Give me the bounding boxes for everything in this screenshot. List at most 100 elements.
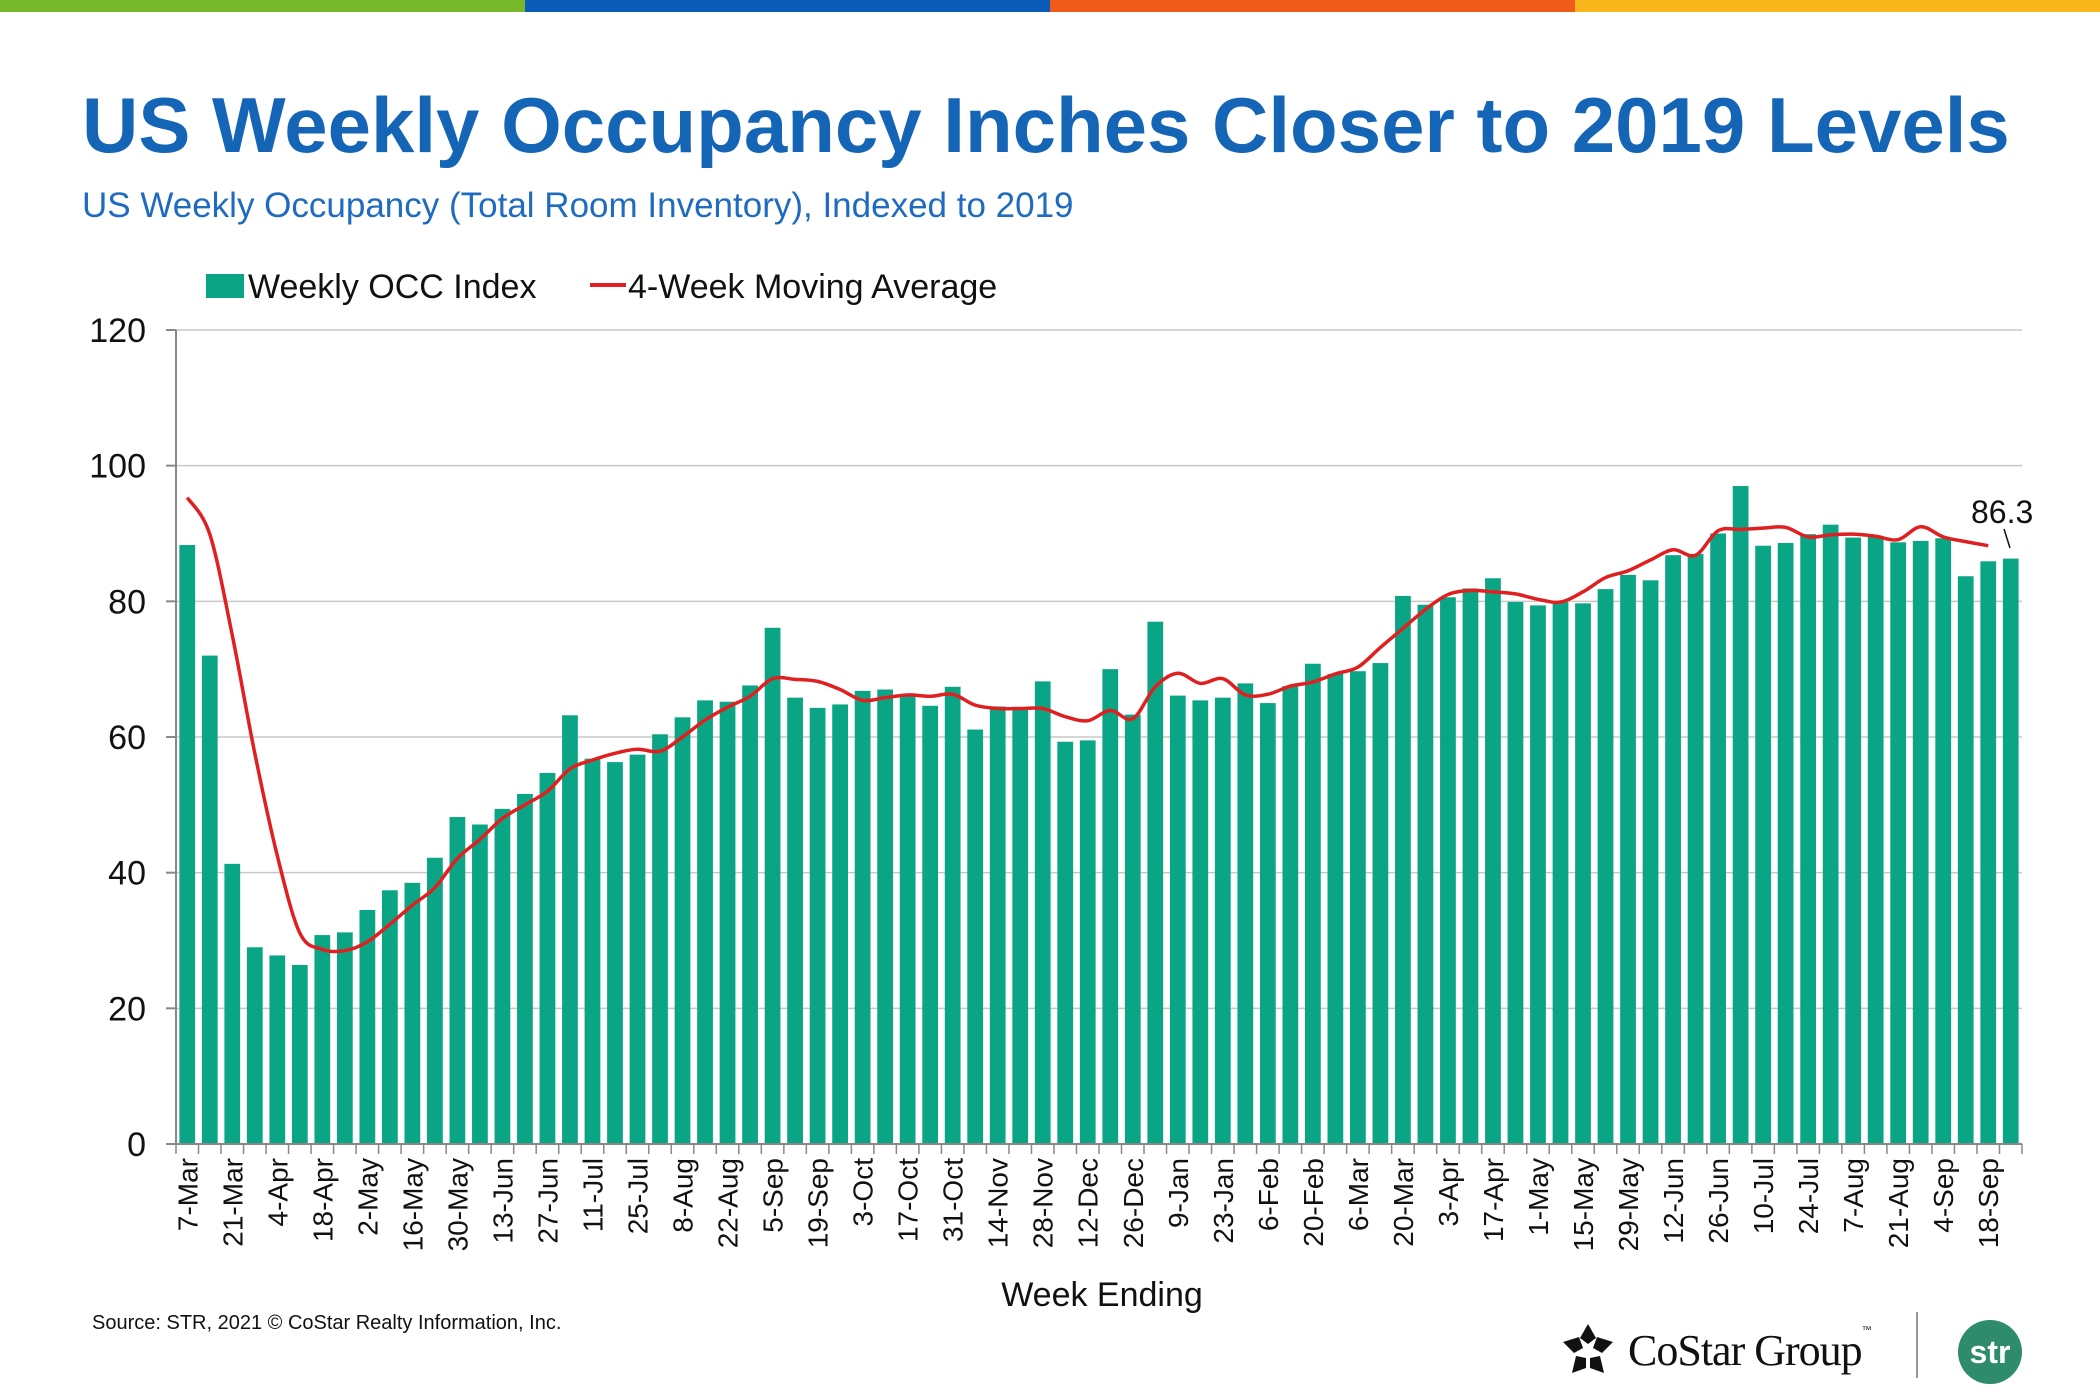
x-axis-title: Week Ending — [1001, 1276, 1203, 1314]
last-value-callout: 86.3 — [1971, 494, 2033, 549]
stripe-green — [0, 0, 525, 12]
x-tick-label: 19-Sep — [803, 1158, 834, 1248]
bar — [764, 627, 781, 1144]
bar — [1079, 740, 1096, 1144]
bar — [1304, 663, 1321, 1144]
bar — [269, 955, 286, 1144]
x-tick-label: 4-Sep — [1928, 1158, 1959, 1233]
bar — [1507, 602, 1524, 1144]
x-tick-label: 20-Feb — [1298, 1158, 1329, 1247]
bar — [1350, 671, 1366, 1144]
bar — [314, 935, 331, 1144]
bar — [472, 824, 488, 1144]
x-tick-label: 24-Jul — [1793, 1158, 1824, 1234]
stripe-blue — [525, 0, 1050, 12]
x-tick-labels: 7-Mar 21-Mar 4-Apr 18-Apr 2-May 16-May 30-May 1… — [172, 1158, 2004, 1252]
bar — [989, 706, 1006, 1144]
bar — [1552, 602, 1569, 1144]
x-tick-label: 26-Dec — [1118, 1158, 1149, 1248]
bar — [1395, 595, 1411, 1144]
bar — [1327, 673, 1344, 1144]
x-tick-label: 26-Jun — [1703, 1158, 1734, 1244]
bar — [1462, 588, 1479, 1144]
bar — [336, 932, 353, 1144]
bar — [1530, 605, 1546, 1144]
costar-logo: CoStar Group™ — [1560, 1308, 1872, 1392]
x-tick-label: 1-May — [1523, 1158, 1554, 1236]
bar — [291, 964, 308, 1144]
bar — [449, 817, 466, 1144]
bar — [787, 697, 803, 1144]
bar — [1012, 709, 1029, 1144]
bar — [1417, 604, 1434, 1144]
x-tick-label: 3-Apr — [1433, 1158, 1464, 1226]
x-tick-label: 15-May — [1568, 1158, 1599, 1251]
bar — [246, 947, 263, 1144]
bar — [381, 890, 398, 1144]
x-tick-label: 11-Jul — [577, 1158, 608, 1232]
bar — [494, 808, 511, 1144]
x-tick-label: 27-Jun — [532, 1158, 563, 1244]
bar — [1665, 555, 1681, 1144]
x-tick-label: 2-May — [352, 1158, 383, 1236]
legend-bar-label: Weekly OCC Index — [248, 268, 536, 306]
bar — [1732, 486, 1749, 1144]
bar — [1642, 580, 1659, 1144]
bar — [539, 772, 556, 1144]
bar — [1867, 536, 1884, 1144]
bar — [2002, 558, 2019, 1144]
chart-subtitle: US Weekly Occupancy (Total Room Inventor… — [82, 186, 1074, 225]
bar — [562, 715, 578, 1144]
x-tick-label: 6-Mar — [1343, 1158, 1374, 1231]
bar — [629, 754, 646, 1144]
bar — [1034, 681, 1051, 1144]
bar — [1169, 695, 1186, 1144]
bar — [584, 758, 601, 1144]
bar — [697, 700, 713, 1144]
bar — [1192, 700, 1209, 1144]
callout-leader — [2003, 528, 2011, 549]
bar — [1710, 533, 1726, 1144]
bar — [607, 762, 623, 1144]
x-tick-label: 12-Jun — [1658, 1158, 1689, 1244]
line-series — [185, 496, 1989, 954]
bar — [854, 690, 871, 1144]
bar — [1687, 553, 1704, 1144]
x-tick-label: 6-Feb — [1253, 1158, 1284, 1231]
bar — [1102, 669, 1119, 1144]
bar — [719, 701, 736, 1144]
bar — [944, 686, 961, 1144]
bar — [1935, 538, 1952, 1144]
bar — [359, 909, 376, 1144]
x-tick-label: 17-Oct — [893, 1158, 924, 1242]
y-tick-label: 100 — [89, 448, 146, 486]
str-logo: str — [1958, 1320, 2022, 1384]
bar — [1800, 534, 1817, 1144]
x-tick-label: 5-Sep — [758, 1158, 789, 1233]
x-tick-label: 9-Jan — [1163, 1158, 1194, 1228]
bar — [1440, 597, 1456, 1144]
x-tick-label: 13-Jun — [487, 1158, 518, 1244]
x-tick-label: 22-Aug — [713, 1158, 744, 1248]
x-tick-label: 21-Aug — [1883, 1158, 1914, 1248]
x-tick-label: 12-Dec — [1073, 1158, 1104, 1248]
bar — [1755, 545, 1771, 1144]
bar — [1124, 714, 1141, 1144]
x-tick-label: 28-Nov — [1028, 1158, 1059, 1248]
bar — [427, 857, 443, 1144]
bar — [832, 704, 848, 1144]
x-tick-label: 25-Jul — [623, 1158, 654, 1234]
x-tick-label: 17-Apr — [1478, 1158, 1509, 1242]
x-tick-label: 18-Sep — [1973, 1158, 2004, 1248]
x-tick-label: 21-Mar — [217, 1158, 248, 1247]
costar-wordmark-text: CoStar Group — [1628, 1325, 1863, 1375]
x-tick-label: 29-May — [1613, 1158, 1644, 1251]
bar — [1890, 542, 1907, 1144]
bar — [1147, 621, 1164, 1144]
bar-series — [179, 486, 2019, 1144]
bar — [224, 863, 241, 1144]
page-title: US Weekly Occupancy Inches Closer to 201… — [82, 81, 2010, 169]
y-tick-label: 120 — [89, 312, 146, 350]
bar — [179, 545, 196, 1144]
